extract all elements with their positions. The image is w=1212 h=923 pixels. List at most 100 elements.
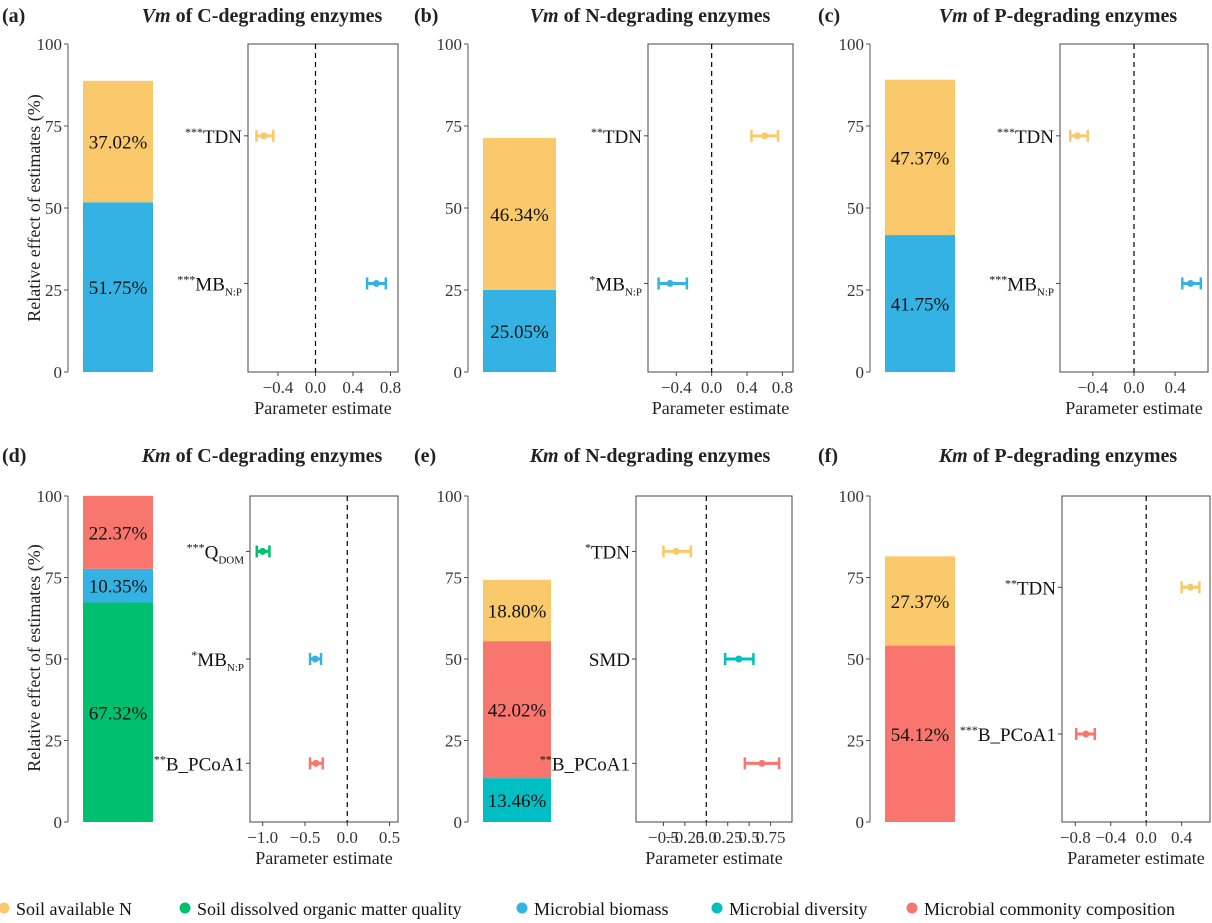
panel-label: (e) [414, 445, 436, 467]
predictor-name: MB [1007, 274, 1037, 295]
predictor-label: SMD [589, 650, 630, 671]
estimate-point [1082, 730, 1090, 738]
forest-plot-frame [635, 495, 793, 823]
stacked-bar-segment [483, 289, 556, 372]
predictor-name: TDN [203, 127, 242, 148]
segment-percent-label: 54.12% [891, 725, 950, 746]
panel-label: (b) [414, 5, 438, 27]
x-tick-label: −0.5 [648, 828, 679, 847]
legend-marker-comp [906, 902, 918, 914]
panel-label: (c) [818, 5, 840, 27]
x-tick-label: 0.0 [701, 378, 722, 397]
x-tick-label: 0.0 [1123, 378, 1144, 397]
panel-title-italic: Vm [530, 5, 559, 27]
x-tick-label: 0.0 [696, 828, 717, 847]
panel-label: (a) [2, 5, 25, 27]
estimate-point [311, 655, 319, 663]
predictor-label: *MBN:P [191, 648, 244, 674]
x-tick-label: 0.0 [337, 828, 358, 847]
x-tick-label: 0.0 [1136, 828, 1157, 847]
significance-stars: *** [177, 272, 195, 286]
segment-percent-label: 37.02% [89, 133, 148, 154]
estimate-point [312, 759, 320, 767]
x-tick-label: −1.0 [247, 828, 278, 847]
y-tick-label: 0 [454, 363, 463, 382]
stacked-bar-segment [885, 235, 955, 372]
segment-percent-label: 10.35% [89, 577, 148, 598]
panel-title-rest: of C-degrading enzymes [171, 445, 383, 467]
y-tick-label: 100 [37, 35, 63, 54]
y-tick-label: 0 [54, 813, 63, 832]
segment-percent-label: 47.37% [891, 148, 950, 169]
stacked-bar-segment [83, 568, 153, 603]
panel-title: Vm of C-degrading enzymes [142, 5, 383, 27]
y-tick-label: 50 [45, 199, 62, 218]
predictor-name: SMD [589, 650, 630, 671]
estimate-point [1073, 132, 1081, 140]
significance-stars: *** [187, 540, 205, 554]
y-tick-label: 25 [45, 281, 62, 300]
y-tick-label: 0 [454, 813, 463, 832]
significance-stars: *** [960, 723, 978, 737]
panel-title-rest: of C-degrading enzymes [171, 5, 383, 27]
significance-stars: ** [1005, 576, 1017, 590]
y-tick-label: 75 [847, 569, 864, 588]
y-tick-label: 75 [445, 117, 462, 136]
x-tick-label: 0.4 [1164, 378, 1186, 397]
panel-title: Vm of N-degrading enzymes [530, 5, 771, 27]
legend-label: Microbial commonity composition [924, 899, 1175, 919]
y-tick-label: 0 [54, 363, 63, 382]
panel-title: Km of P-degrading enzymes [938, 445, 1178, 467]
predictor-label: **B_PCoA1 [154, 752, 244, 775]
panel-c: (c) Vm of P-degrading enzymes 0 25 50 75 100 41… [818, 5, 1209, 418]
legend-label: Soil dissolved organic matter quality [197, 899, 462, 919]
legend-label: Microbial biomass [534, 899, 668, 919]
x-tick-label: 0.4 [342, 378, 364, 397]
x-axis-title: Parameter estimate [254, 398, 391, 418]
significance-stars: * [589, 272, 595, 286]
predictor-label: ***MBN:P [989, 272, 1054, 298]
y-tick-label: 100 [839, 487, 865, 506]
predictor-name: TDN [591, 542, 630, 563]
segment-percent-label: 41.75% [891, 295, 950, 316]
segment-percent-label: 18.80% [488, 601, 547, 622]
x-tick-label: 0.8 [380, 378, 401, 397]
x-tick-label: −0.4 [263, 378, 294, 397]
segment-percent-label: 25.05% [490, 322, 549, 343]
y-tick-label: 50 [445, 650, 462, 669]
stacked-bar-segment [483, 641, 551, 779]
legend-marker-div [711, 902, 723, 914]
stacked-bar-segment [83, 602, 153, 822]
significance-stars: *** [989, 272, 1007, 286]
y-axis-title: Relative effect of estimates (%) [24, 94, 45, 322]
y-tick-label: 75 [45, 117, 62, 136]
x-axis-title: Parameter estimate [255, 848, 392, 868]
stacked-bar-segment [885, 556, 955, 646]
predictor-subscript: N:P [625, 286, 642, 298]
x-tick-label: 0.4 [1171, 828, 1193, 847]
panel-title-italic: Vm [142, 5, 171, 27]
x-tick-label: −0.8 [1060, 828, 1091, 847]
y-tick-label: 75 [847, 117, 864, 136]
x-tick-label: 0.0 [305, 378, 326, 397]
panel-title-italic: Km [141, 445, 171, 467]
panel-title: Km of N-degrading enzymes [529, 445, 771, 467]
x-tick-label: 0.8 [772, 378, 793, 397]
x-tick-label: 0.25 [713, 828, 743, 847]
legend-label: Microbial diversity [729, 899, 867, 919]
predictor-subscript: N:P [225, 286, 242, 298]
forest-plot-frame [1061, 495, 1211, 823]
legend-marker-dom [179, 902, 191, 914]
forest-plot-frame [247, 43, 399, 373]
predictor-label: *TDN [585, 540, 630, 563]
y-tick-label: 25 [445, 732, 462, 751]
significance-stars: ** [540, 752, 552, 766]
predictor-label: ***B_PCoA1 [960, 723, 1056, 746]
x-tick-label: −0.4 [661, 378, 692, 397]
estimate-point [372, 279, 380, 287]
significance-stars: * [191, 648, 197, 662]
x-axis-title: Parameter estimate [1067, 848, 1204, 868]
y-tick-label: 75 [445, 569, 462, 588]
x-tick-label: −0.25 [665, 828, 704, 847]
estimate-point [1187, 583, 1195, 591]
